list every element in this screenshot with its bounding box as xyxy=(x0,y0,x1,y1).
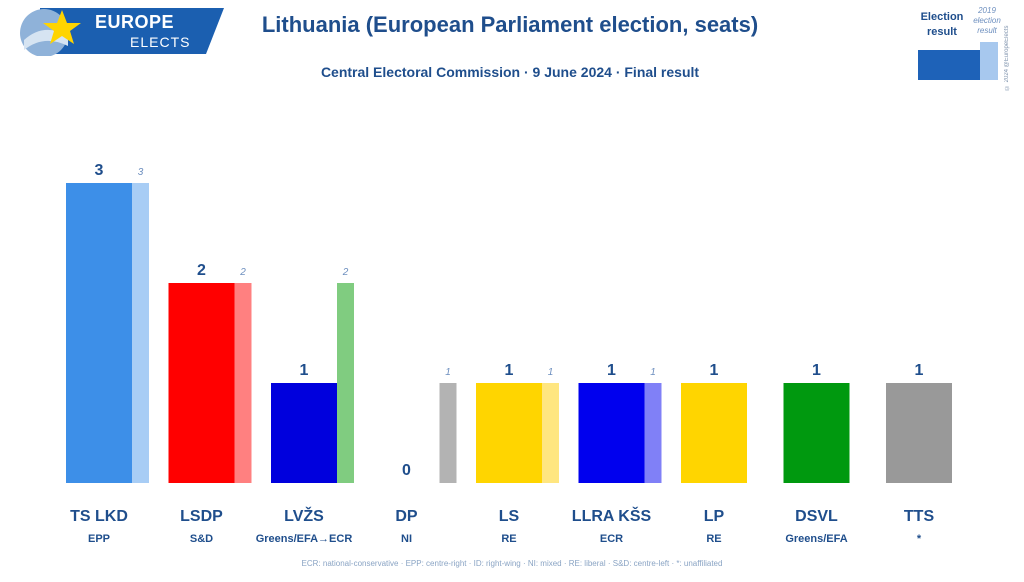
data-label-current: 1 xyxy=(300,362,309,379)
data-label-current: 0 xyxy=(402,462,411,479)
category-group-label: RE xyxy=(501,533,517,545)
category-label: TS LKD xyxy=(70,508,128,525)
category-label: LLRA KŠS xyxy=(571,508,652,525)
category-label: DSVL xyxy=(795,508,838,525)
data-label-current: 1 xyxy=(915,362,924,379)
bar-current xyxy=(681,383,747,483)
bar-current xyxy=(168,283,235,483)
data-label-current: 2 xyxy=(197,262,206,279)
bar-previous xyxy=(644,383,662,483)
legend-current-label: Election result xyxy=(920,11,964,38)
data-label-previous: 2 xyxy=(342,267,349,278)
logo-graphic xyxy=(20,8,224,56)
bar-previous xyxy=(337,283,354,483)
category-group-label: NI xyxy=(401,533,412,545)
legend: Election result 2019 election result xyxy=(912,6,1022,86)
bar-current xyxy=(271,383,337,483)
chart-subtitle: Central Electoral Commission · 9 June 20… xyxy=(320,64,700,80)
bar-previous xyxy=(542,383,559,483)
data-label-previous: 3 xyxy=(138,167,144,178)
category-group-label: ECR xyxy=(599,533,624,545)
category-group-label: Greens/EFA xyxy=(785,533,848,545)
category-group-label: S&D xyxy=(189,533,214,545)
europe-elects-logo: EUROPE ELECTS xyxy=(10,6,225,56)
category-group-label: EPP xyxy=(87,533,110,545)
footnote: ECR: national-conservative · EPP: centre… xyxy=(301,559,723,568)
bar-current xyxy=(476,383,542,483)
data-label-previous: 1 xyxy=(548,367,554,378)
category-label: LS xyxy=(498,508,520,525)
data-label-current: 1 xyxy=(710,362,719,379)
category-group-label: * xyxy=(916,533,922,545)
bar-current xyxy=(886,383,952,483)
data-label-previous: 1 xyxy=(445,367,451,378)
bar-previous xyxy=(234,283,252,483)
logo-text-elects: ELECTS xyxy=(130,34,191,50)
category-label: DP xyxy=(395,508,418,525)
category-label: LP xyxy=(703,508,725,525)
legend-previous-label: 2019 election result xyxy=(973,6,1001,35)
bar-previous xyxy=(439,383,457,483)
data-label-current: 3 xyxy=(95,162,104,179)
data-label-current: 1 xyxy=(607,362,616,379)
category-group-label: Greens/EFA→ECR xyxy=(255,533,353,545)
category-label: TTS xyxy=(903,508,935,525)
bar-current xyxy=(783,383,850,483)
bar-current xyxy=(578,383,645,483)
legend-current-swatch xyxy=(918,50,980,80)
data-label-previous: 1 xyxy=(650,367,656,378)
legend-previous-swatch xyxy=(980,42,998,80)
category-group-label: RE xyxy=(706,533,722,545)
data-label-previous: 2 xyxy=(239,267,246,278)
data-label-current: 1 xyxy=(505,362,514,379)
category-label: LVŽS xyxy=(284,508,324,525)
bar-previous xyxy=(132,183,149,483)
category-label: LSDP xyxy=(180,508,223,525)
chart-title: Lithuania (European Parliament election,… xyxy=(261,12,759,37)
bar-current xyxy=(66,183,132,483)
logo-text-europe: EUROPE xyxy=(95,12,175,32)
data-label-current: 1 xyxy=(812,362,821,379)
